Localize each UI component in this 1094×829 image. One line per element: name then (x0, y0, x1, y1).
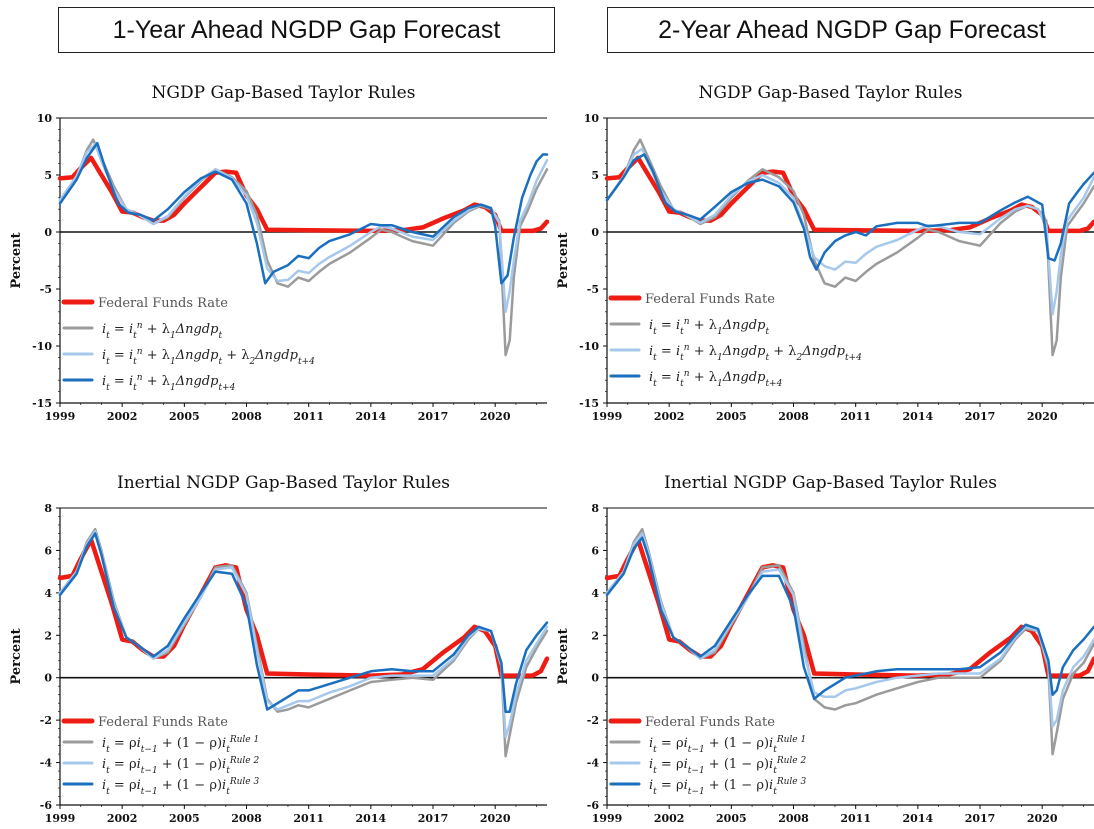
y-tick-label: 8 (591, 502, 599, 515)
legend-label-rule-3: it = itn + λ1Δngdpt+4 (649, 369, 783, 389)
y-tick-label: 0 (44, 226, 52, 239)
y-tick-label: -5 (40, 283, 52, 296)
x-tick-label: 2011 (840, 812, 871, 825)
x-tick-label: 2017 (965, 410, 996, 423)
x-tick-label: 2017 (965, 812, 996, 825)
x-tick-label: 1999 (45, 410, 76, 423)
series-line-federal-funds-rate (604, 537, 1094, 678)
legend-label-rule-1: it = itn + λ1Δngdpt (649, 317, 769, 337)
x-tick-label: 2020 (480, 812, 511, 825)
x-tick-label: 2008 (778, 812, 809, 825)
legend-label-rule-2: it = ρit−1 + (1 − ρ)itRule 2 (649, 756, 806, 776)
x-tick-label: 2014 (903, 410, 934, 423)
y-tick-label: -4 (40, 757, 53, 770)
x-tick-label: 2011 (293, 410, 324, 423)
y-tick-label: -6 (587, 799, 600, 812)
legend-label-rule-1: it = ρit−1 + (1 − ρ)itRule 1 (649, 735, 806, 755)
x-tick-label: 2011 (840, 410, 871, 423)
legend-label-rule-1: it = itn + λ1Δngdpt (102, 321, 222, 341)
chart-title: Inertial NGDP Gap-Based Taylor Rules (117, 473, 450, 493)
y-tick-label: 4 (591, 587, 599, 600)
x-tick-label: 2005 (716, 410, 747, 423)
y-tick-label: 5 (44, 169, 52, 182)
legend-label-rule-3: it = ρit−1 + (1 − ρ)itRule 3 (102, 777, 259, 797)
y-axis-label: Percent (556, 628, 571, 684)
legend-label-ffr: Federal Funds Rate (645, 292, 775, 307)
x-tick-label: 1999 (592, 812, 623, 825)
chart-title: NGDP Gap-Based Taylor Rules (699, 83, 963, 103)
y-tick-label: 10 (37, 112, 53, 125)
x-tick-label: 2002 (654, 410, 685, 423)
y-tick-label: -6 (40, 799, 53, 812)
banner-2-year-ahead: 2-Year Ahead NGDP Gap Forecast (607, 7, 1094, 53)
x-tick-label: 2005 (169, 812, 200, 825)
y-tick-label: -10 (32, 340, 52, 353)
x-tick-label: 2014 (356, 812, 387, 825)
chart-title: NGDP Gap-Based Taylor Rules (152, 83, 416, 103)
series-line-rule-3 (58, 141, 549, 285)
y-tick-label: -15 (32, 397, 52, 410)
y-tick-label: 0 (591, 226, 599, 239)
legend-label-rule-3: it = itn + λ1Δngdpt+4 (102, 373, 236, 393)
x-tick-label: 2020 (480, 410, 511, 423)
y-tick-label: 5 (591, 169, 599, 182)
series-line-rule-3 (58, 532, 549, 713)
legend-label-ffr: Federal Funds Rate (98, 296, 228, 311)
x-tick-label: 2005 (716, 812, 747, 825)
x-tick-label: 2008 (231, 410, 262, 423)
x-tick-label: 2002 (107, 812, 138, 825)
x-tick-label: 2005 (169, 410, 200, 423)
x-tick-label: 2002 (654, 812, 685, 825)
series-line-federal-funds-rate (604, 155, 1094, 234)
x-tick-label: 2014 (356, 410, 387, 423)
y-tick-label: 4 (44, 587, 52, 600)
chart-2yr-ngdp-taylor: NGDP Gap-Based Taylor Rules 10 5 0 -5 -10 -151… (556, 83, 1094, 423)
series-line-federal-funds-rate (57, 155, 550, 234)
y-tick-label: 2 (591, 629, 599, 642)
legend-label-rule-3: it = ρit−1 + (1 − ρ)itRule 3 (649, 777, 806, 797)
banner-1-year-ahead: 1-Year Ahead NGDP Gap Forecast (58, 7, 555, 53)
series-line-rule-3 (605, 536, 1094, 701)
y-tick-label: -2 (40, 714, 52, 727)
chart-2yr-inertial-taylor: Inertial NGDP Gap-Based Taylor Rules 8 6 4 2… (556, 473, 1094, 825)
y-tick-label: -15 (579, 397, 599, 410)
chart-1yr-ngdp-taylor: NGDP Gap-Based Taylor Rules 10 5 0 -5 -10 -151… (9, 83, 550, 423)
y-tick-label: 10 (584, 112, 600, 125)
x-tick-label: 2017 (418, 410, 449, 423)
x-tick-label: 2008 (778, 410, 809, 423)
x-tick-label: 2002 (107, 410, 138, 423)
series-line-federal-funds-rate (57, 537, 550, 678)
y-tick-label: -2 (587, 714, 599, 727)
y-tick-label: 0 (44, 672, 52, 685)
legend-label-rule-2: it = itn + λ1Δngdpt + λ2Δngdpt+4 (102, 347, 315, 367)
legend-label-rule-2: it = ρit−1 + (1 − ρ)itRule 2 (102, 756, 259, 776)
y-tick-label: -5 (587, 283, 599, 296)
y-tick-label: -4 (587, 757, 600, 770)
x-tick-label: 2014 (903, 812, 934, 825)
legend-label-rule-1: it = ρit−1 + (1 − ρ)itRule 1 (102, 735, 259, 755)
y-tick-label: 6 (591, 544, 599, 557)
y-tick-label: 2 (44, 629, 52, 642)
legend-label-rule-2: it = itn + λ1Δngdpt + λ2Δngdpt+4 (649, 343, 862, 363)
x-tick-label: 2008 (231, 812, 262, 825)
x-tick-label: 1999 (592, 410, 623, 423)
y-tick-label: -10 (579, 340, 599, 353)
x-tick-label: 2020 (1027, 812, 1058, 825)
legend-label-ffr: Federal Funds Rate (98, 715, 228, 730)
chart-1yr-inertial-taylor: Inertial NGDP Gap-Based Taylor Rules 8 6 4 2… (9, 473, 550, 825)
x-tick-label: 1999 (45, 812, 76, 825)
x-tick-label: 2011 (293, 812, 324, 825)
legend-label-ffr: Federal Funds Rate (645, 715, 775, 730)
y-tick-label: 6 (44, 544, 52, 557)
x-tick-label: 2020 (1027, 410, 1058, 423)
x-tick-label: 2017 (418, 812, 449, 825)
y-tick-label: 8 (44, 502, 52, 515)
chart-title: Inertial NGDP Gap-Based Taylor Rules (664, 473, 997, 493)
y-axis-label: Percent (556, 232, 571, 288)
y-axis-label: Percent (9, 628, 24, 684)
y-axis-label: Percent (9, 232, 24, 288)
y-tick-label: 0 (591, 672, 599, 685)
series-line-rule-3 (605, 153, 1094, 271)
